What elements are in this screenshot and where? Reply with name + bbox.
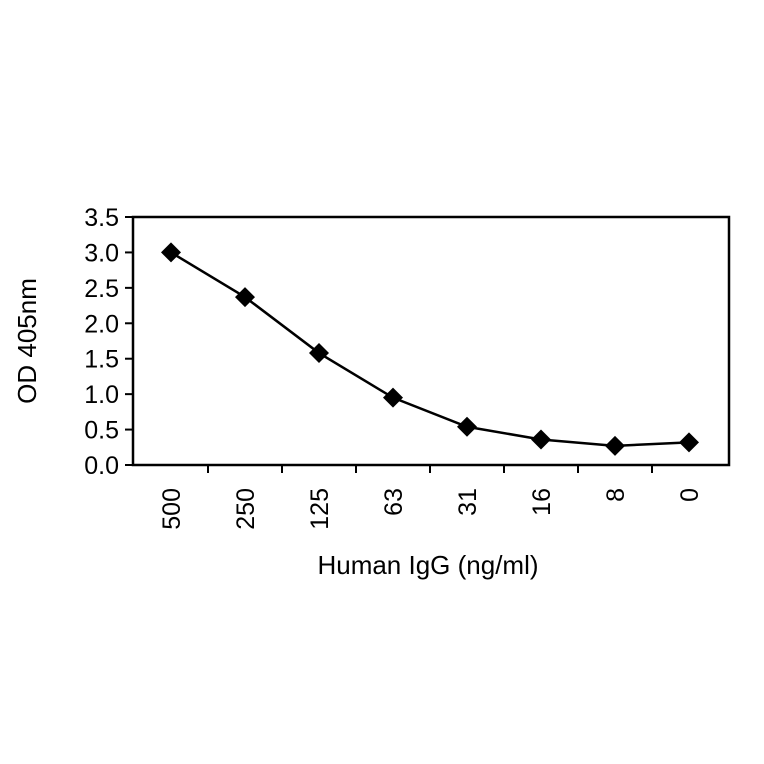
- x-tick-label: 0: [676, 488, 704, 502]
- y-tick-label: 0.0: [84, 452, 119, 480]
- data-point: [605, 435, 625, 456]
- y-axis-title: OD 405nm: [12, 278, 42, 404]
- series-line: [170, 251, 690, 448]
- y-axis-ticks: [125, 216, 133, 466]
- x-axis-tick-labels: 500 250 125 63 31 16 8 0: [158, 488, 704, 530]
- y-tick-label: 1.5: [84, 346, 119, 374]
- x-tick-label: 125: [306, 488, 334, 530]
- y-tick-label: 3.0: [84, 239, 119, 267]
- x-axis-ticks: [207, 465, 653, 473]
- y-tick-label: 0.5: [84, 417, 119, 445]
- data-point: [235, 287, 255, 308]
- data-point: [531, 429, 551, 450]
- series-markers: [161, 242, 699, 456]
- y-tick-label: 3.5: [84, 204, 119, 232]
- y-tick-label: 2.5: [84, 275, 119, 303]
- data-point: [383, 387, 403, 408]
- x-tick-label: 250: [232, 488, 260, 530]
- x-axis-title: Human IgG (ng/ml): [317, 550, 538, 580]
- x-tick-label: 31: [454, 488, 482, 516]
- data-point: [161, 242, 181, 263]
- y-axis-tick-labels: 0.0 0.5 1.0 1.5 2.0 2.5 3.0 3.5: [84, 204, 119, 480]
- plot-area-frame: [131, 215, 731, 467]
- y-tick-label: 2.0: [84, 310, 119, 338]
- y-tick-label: 1.0: [84, 381, 119, 409]
- x-tick-label: 8: [602, 488, 630, 502]
- data-point: [679, 432, 699, 453]
- x-tick-label: 500: [158, 488, 186, 530]
- x-tick-label: 63: [380, 488, 408, 516]
- data-point: [457, 416, 477, 437]
- x-tick-label: 16: [528, 488, 556, 516]
- data-point: [309, 343, 329, 364]
